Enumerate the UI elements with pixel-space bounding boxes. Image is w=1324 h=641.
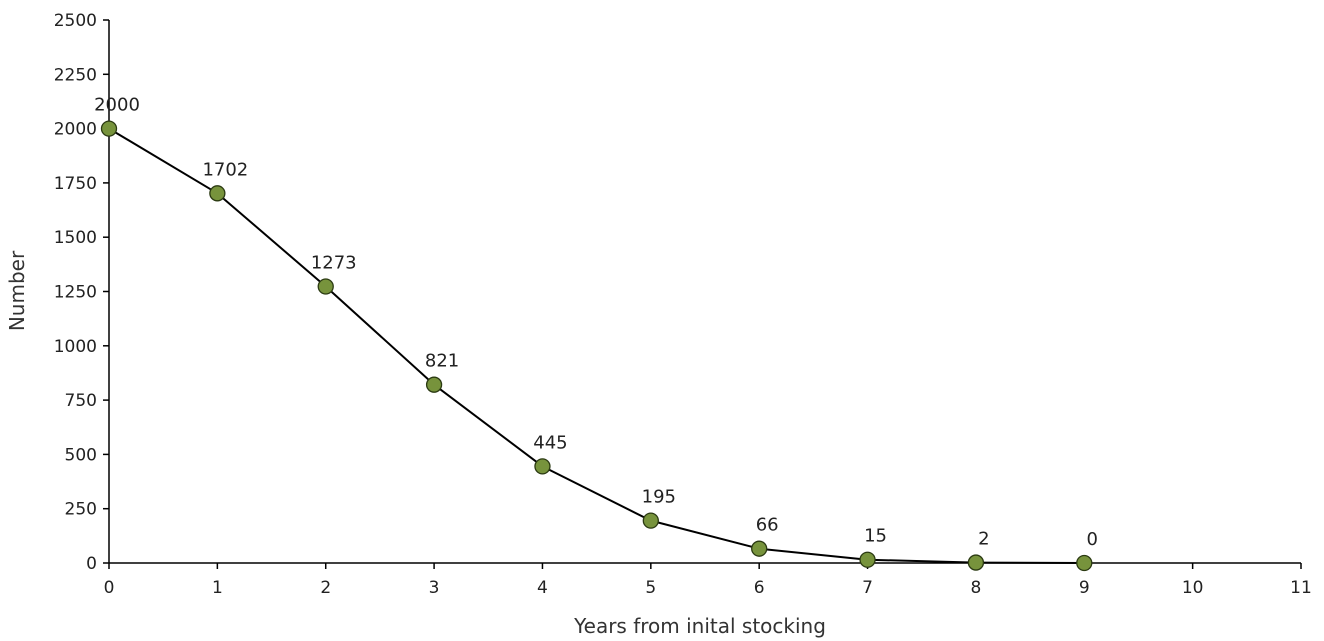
x-tick-label: 1: [212, 578, 223, 598]
data-point: [425, 376, 443, 393]
x-tick-label: 5: [645, 578, 656, 598]
markers: [100, 120, 1093, 572]
x-tick-label: 7: [862, 578, 873, 598]
y-tick-label: 2250: [54, 65, 97, 85]
y-tick-label: 2000: [54, 120, 97, 140]
y-axis-title: Number: [5, 250, 29, 331]
data-label: 15: [864, 526, 887, 547]
y-tick-label: 250: [65, 500, 97, 520]
data-label: 195: [642, 487, 676, 508]
data-point: [967, 554, 985, 571]
series-line: [108, 127, 1085, 564]
data-label: 2000: [94, 95, 140, 116]
data-label: 0: [1087, 529, 1098, 550]
y-tick-label: 1250: [54, 283, 97, 303]
data-point: [1076, 554, 1093, 572]
data-label: 2: [978, 529, 989, 550]
y-tick-label: 1500: [54, 228, 97, 248]
data-point: [534, 458, 551, 475]
data-label: 1702: [202, 159, 248, 180]
y-tick-label: 500: [65, 445, 97, 465]
x-tick-label: 11: [1290, 578, 1312, 598]
data-label: 1273: [311, 253, 357, 274]
y-tick-label: 750: [65, 391, 97, 411]
y-tick-label: 1750: [54, 174, 97, 194]
x-tick-label: 6: [754, 578, 765, 598]
data-point: [751, 540, 768, 557]
x-tick-label: 2: [320, 578, 331, 598]
x-tick-label: 10: [1182, 578, 1204, 598]
x-tick-label: 9: [1079, 578, 1090, 598]
data-point: [642, 512, 659, 529]
data-label: 66: [756, 515, 779, 536]
x-tick-label: 3: [429, 578, 440, 598]
data-point: [859, 551, 876, 568]
data-label: 821: [425, 351, 459, 372]
y-tick-label: 2500: [54, 11, 97, 31]
y-tick-label: 1000: [54, 337, 97, 357]
series-layer: [108, 127, 1085, 564]
x-tick-label: 4: [537, 578, 548, 598]
data-label: 445: [533, 432, 567, 453]
data-point: [317, 278, 334, 295]
data-point: [209, 185, 226, 202]
data-point: [100, 120, 118, 137]
x-tick-label: 0: [104, 578, 115, 598]
data-labels: 2000 1702 1273 821 445 195 66 15 2 0: [94, 95, 1098, 550]
x-tick-label: 8: [970, 578, 981, 598]
x-axis-title: Years from inital stocking: [573, 614, 826, 638]
y-tick-label: 0: [86, 554, 97, 574]
